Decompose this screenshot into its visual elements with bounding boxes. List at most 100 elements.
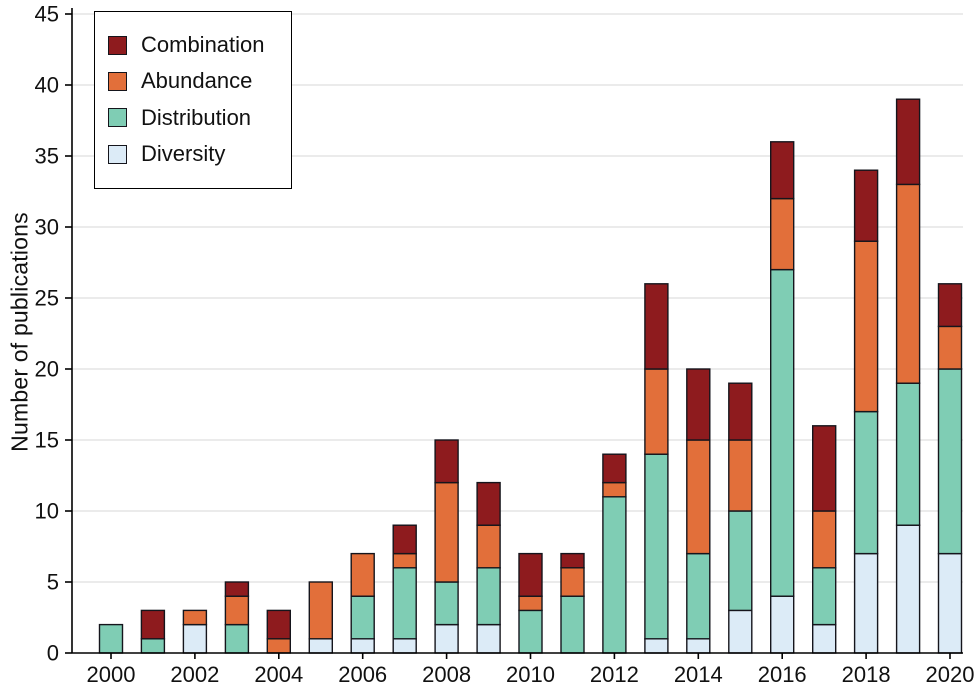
bar-segment-abundance xyxy=(266,638,291,654)
legend-item-abundance: Abundance xyxy=(108,68,265,94)
bar-segment-diversity xyxy=(770,595,795,654)
bar-segment-diversity xyxy=(812,623,837,654)
bar-segment-diversity xyxy=(434,623,459,654)
bar-segment-abundance xyxy=(686,439,711,555)
bar-segment-abundance xyxy=(895,183,921,384)
x-tick-label: 2004 xyxy=(254,662,303,686)
x-tick-label: 2008 xyxy=(422,662,471,686)
y-tick-label: 40 xyxy=(35,73,59,98)
y-axis-title: Number of publications xyxy=(6,212,33,452)
x-tick-label: 2014 xyxy=(674,662,723,686)
bar-segment-combination xyxy=(686,368,711,441)
legend-label-diversity: Diversity xyxy=(141,141,226,167)
x-tick-label: 2002 xyxy=(170,662,219,686)
x-tick-label: 2018 xyxy=(842,662,891,686)
bar-segment-abundance xyxy=(182,609,208,626)
bar-segment-diversity xyxy=(392,638,417,654)
bar-segment-abundance xyxy=(602,481,627,498)
bar-segment-combination xyxy=(602,453,627,484)
bar-segment-diversity xyxy=(476,623,501,654)
bar-segment-combination xyxy=(812,425,837,512)
y-tick-label: 15 xyxy=(35,428,59,453)
bar-segment-combination xyxy=(895,98,921,186)
legend-label-distribution: Distribution xyxy=(141,104,252,130)
bar-segment-distribution xyxy=(770,268,795,597)
bar-segment-diversity xyxy=(686,638,711,654)
legend-item-diversity: Diversity xyxy=(108,141,265,167)
bar-segment-diversity xyxy=(644,638,669,654)
bar-segment-diversity xyxy=(182,623,208,654)
bar-segment-distribution xyxy=(728,510,753,612)
bar-segment-combination xyxy=(770,141,795,200)
bar-segment-abundance xyxy=(224,595,250,626)
bar-segment-distribution xyxy=(895,382,921,526)
bar-segment-abundance xyxy=(350,552,375,597)
x-tick-label: 2020 xyxy=(926,662,975,686)
x-tick-label: 2010 xyxy=(506,662,555,686)
legend-label-abundance: Abundance xyxy=(141,68,253,94)
y-tick-label: 25 xyxy=(35,286,59,311)
bar-segment-distribution xyxy=(518,609,543,654)
y-tick-label: 0 xyxy=(47,641,59,666)
bar-segment-abundance xyxy=(392,552,417,569)
y-tick-label: 45 xyxy=(35,2,59,27)
bar-segment-distribution xyxy=(937,368,963,555)
bar-segment-abundance xyxy=(560,567,585,597)
bar-segment-distribution xyxy=(686,552,711,640)
y-tick-label: 5 xyxy=(47,570,59,595)
bar-segment-distribution xyxy=(602,496,627,654)
bar-segment-combination xyxy=(476,481,501,526)
bar-segment-combination xyxy=(224,581,250,597)
x-tick-label: 2016 xyxy=(758,662,807,686)
legend-item-combination: Combination xyxy=(108,32,265,58)
legend-swatch-distribution xyxy=(108,108,127,128)
y-tick-label: 30 xyxy=(35,215,59,240)
bar-segment-combination xyxy=(140,609,166,640)
bar-segment-combination xyxy=(434,439,459,484)
bar-segment-abundance xyxy=(518,595,543,612)
bar-segment-distribution xyxy=(812,567,837,626)
bar-segment-abundance xyxy=(812,510,837,569)
bar-segment-diversity xyxy=(937,552,963,654)
bar-segment-combination xyxy=(937,283,963,328)
legend: Combination Abundance Distribution Diver… xyxy=(94,11,292,189)
x-tick-label: 2006 xyxy=(338,662,387,686)
bar-segment-abundance xyxy=(308,581,333,640)
bar-segment-combination xyxy=(266,609,291,640)
bar-segment-abundance xyxy=(644,368,669,455)
y-tick-label: 10 xyxy=(35,499,59,524)
bar-segment-abundance xyxy=(937,325,963,370)
bar-segment-distribution xyxy=(98,623,124,654)
bar-segment-diversity xyxy=(853,552,879,654)
legend-label-combination: Combination xyxy=(141,32,265,57)
x-tick-label: 2012 xyxy=(590,662,639,686)
legend-swatch-diversity xyxy=(108,144,127,164)
bar-segment-abundance xyxy=(476,524,501,569)
bar-segment-distribution xyxy=(434,581,459,626)
y-tick-label: 20 xyxy=(35,357,59,382)
bar-segment-abundance xyxy=(770,197,795,271)
bar-segment-combination xyxy=(518,552,543,597)
bar-segment-diversity xyxy=(350,638,375,654)
bar-segment-distribution xyxy=(140,638,166,654)
legend-swatch-abundance xyxy=(108,72,127,92)
bar-segment-distribution xyxy=(392,567,417,640)
bar-segment-abundance xyxy=(434,481,459,583)
legend-item-distribution: Distribution xyxy=(108,105,265,131)
bar-segment-distribution xyxy=(476,567,501,626)
bar-segment-diversity xyxy=(308,638,333,654)
bar-segment-combination xyxy=(392,524,417,555)
bar-segment-combination xyxy=(853,169,879,242)
bar-segment-distribution xyxy=(350,595,375,640)
bar-segment-abundance xyxy=(728,439,753,512)
bar-segment-distribution xyxy=(560,595,585,654)
legend-swatch-combination xyxy=(108,35,127,55)
bar-segment-diversity xyxy=(728,609,753,654)
bar-segment-abundance xyxy=(853,240,879,413)
bar-segment-diversity xyxy=(895,524,921,654)
x-tick-label: 2000 xyxy=(87,662,136,686)
bar-segment-combination xyxy=(728,382,753,441)
bar-segment-combination xyxy=(560,552,585,569)
